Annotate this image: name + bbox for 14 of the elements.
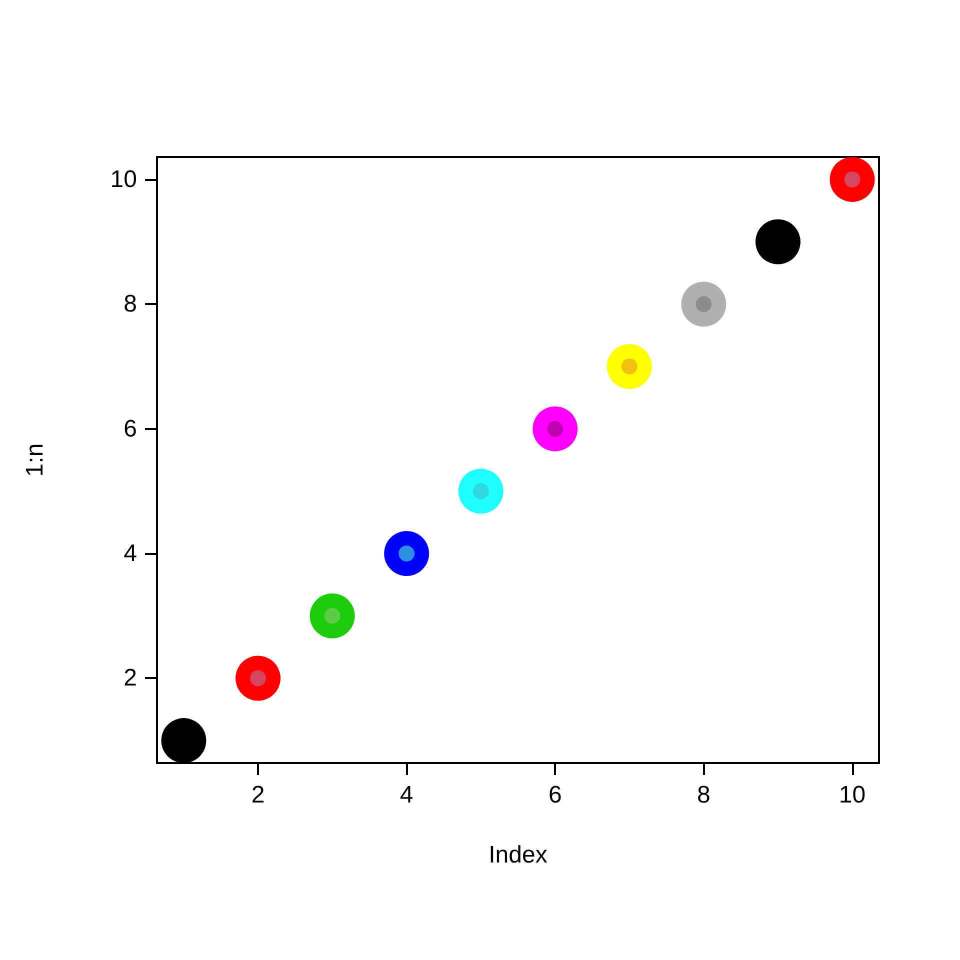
x-tick-label: 8 xyxy=(697,782,710,808)
x-tick-label: 4 xyxy=(400,782,414,808)
y-tick-label: 2 xyxy=(124,664,137,692)
point xyxy=(161,718,206,764)
y-tick-label: 4 xyxy=(124,540,137,568)
point xyxy=(756,219,800,264)
x-tick-label: 6 xyxy=(548,782,562,808)
x-tick-label: 10 xyxy=(838,782,866,808)
y-tick-label: 8 xyxy=(124,290,137,318)
y-axis-title: 1:n xyxy=(22,443,48,477)
y-tick-label: 6 xyxy=(124,415,137,442)
x-tick-label: 2 xyxy=(251,782,265,808)
x-axis-title: Index xyxy=(488,842,548,868)
y-tick-label: 10 xyxy=(110,166,137,193)
